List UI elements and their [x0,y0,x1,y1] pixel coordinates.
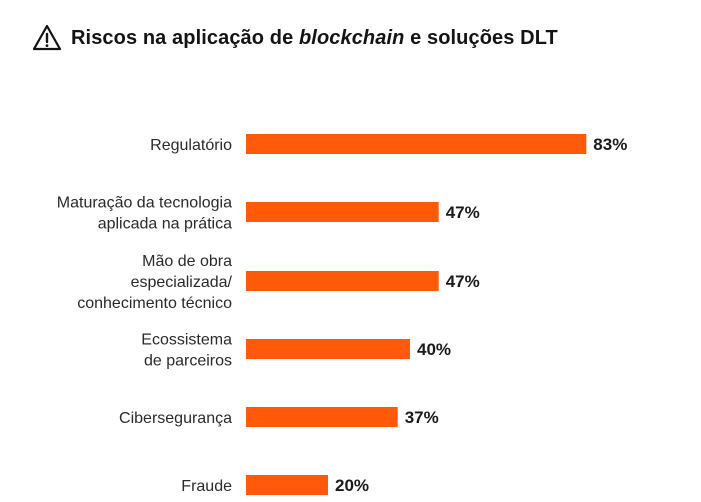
value-label-1: 83% [593,135,627,154]
category-label-line: aplicada na prática [98,216,232,233]
value-label-6: 20% [335,476,369,495]
bar-6 [246,475,328,495]
value-label-3: 47% [446,272,480,291]
category-label-6: Fraude [181,478,232,495]
value-label-4: 40% [417,340,451,359]
category-label-line: Mão de obra [142,253,232,270]
chart-title-emphasis: blockchain [298,26,405,49]
bar-2 [246,202,439,222]
category-label-5: Cibersegurança [119,410,232,427]
category-label-line: Maturação da tecnologia [57,195,232,212]
category-label-2: Maturação da tecnologia aplicada na práti… [57,195,232,233]
category-label-line: Regulatório [150,137,232,154]
chart-header: Riscos na aplicação de blockchain e solu… [32,20,558,56]
chart-title-post: e soluções DLT [404,26,558,49]
category-label-line: Cibersegurança [119,410,232,427]
category-label-1: Regulatório [150,137,232,154]
category-label-line: conhecimento técnico [77,295,232,312]
category-label-line: Fraude [181,478,232,495]
category-label-line: especializada/ [131,274,233,291]
category-label-3: Mão de obra especializada/conhecimento té… [77,253,232,312]
warning-triangle-icon [32,24,62,51]
value-label-5: 37% [405,408,439,427]
chart-title: Riscos na aplicação de blockchain e solu… [71,27,558,50]
bar-4 [246,339,410,359]
value-label-2: 47% [446,203,480,222]
category-label-4: Ecossistema de parceiros [141,332,232,370]
bar-1 [246,134,587,154]
category-label-line: de parceiros [144,353,232,370]
chart-title-pre: Riscos na aplicação de [71,26,299,49]
bar-3 [246,271,439,291]
category-label-line: Ecossistema [141,332,232,349]
bar-5 [246,407,398,427]
